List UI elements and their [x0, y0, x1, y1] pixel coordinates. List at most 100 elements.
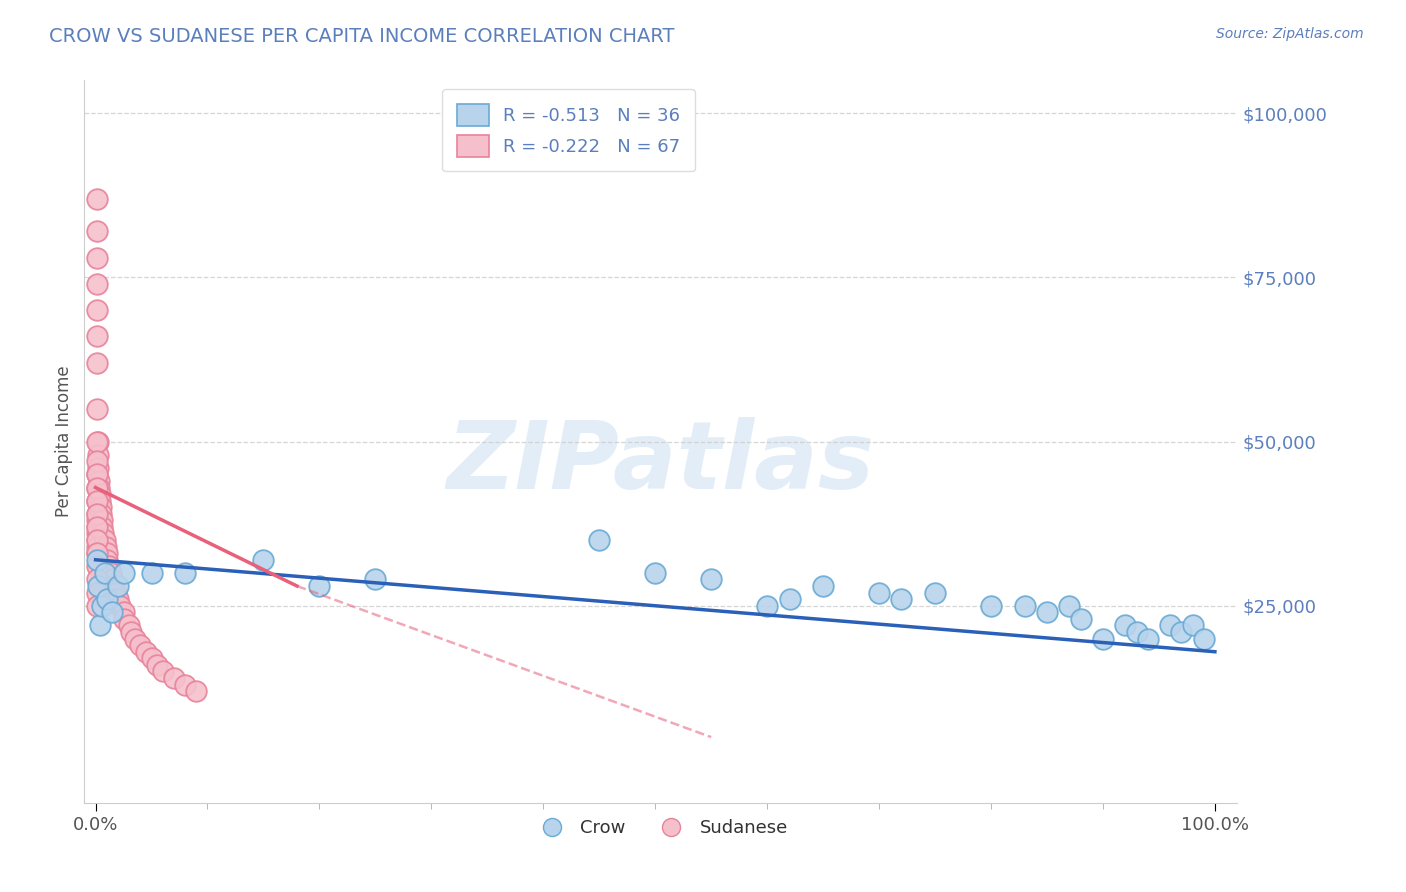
Point — [94, 540, 117, 554]
Point — [86, 553, 108, 567]
Point — [1036, 605, 1059, 619]
Point — [101, 605, 124, 619]
Point — [86, 251, 108, 265]
Point — [87, 434, 110, 449]
Point — [1125, 625, 1147, 640]
Point — [93, 526, 115, 541]
Text: CROW VS SUDANESE PER CAPITA INCOME CORRELATION CHART: CROW VS SUDANESE PER CAPITA INCOME CORRE… — [49, 27, 675, 45]
Point — [364, 573, 387, 587]
Point — [86, 599, 108, 613]
Point — [93, 566, 115, 580]
Point — [1192, 632, 1215, 646]
Point — [91, 513, 114, 527]
Point — [87, 460, 110, 475]
Point — [86, 507, 108, 521]
Point — [120, 625, 142, 640]
Point — [89, 618, 111, 632]
Point — [107, 592, 129, 607]
Point — [1091, 632, 1114, 646]
Point — [87, 448, 110, 462]
Point — [308, 579, 330, 593]
Point — [118, 618, 141, 632]
Point — [779, 592, 801, 607]
Point — [86, 454, 108, 468]
Point — [141, 566, 163, 580]
Point — [588, 533, 610, 547]
Point — [86, 533, 108, 547]
Point — [146, 657, 169, 672]
Point — [98, 559, 121, 574]
Point — [87, 579, 110, 593]
Point — [86, 546, 108, 560]
Point — [135, 645, 157, 659]
Point — [756, 599, 779, 613]
Point — [86, 481, 108, 495]
Point — [86, 533, 108, 547]
Point — [86, 493, 108, 508]
Point — [107, 579, 129, 593]
Point — [112, 566, 135, 580]
Point — [91, 599, 114, 613]
Point — [86, 559, 108, 574]
Point — [89, 487, 111, 501]
Point — [174, 677, 197, 691]
Point — [86, 224, 108, 238]
Point — [86, 401, 108, 416]
Point — [86, 434, 108, 449]
Point — [90, 500, 112, 515]
Point — [96, 592, 118, 607]
Text: ZIPatlas: ZIPatlas — [447, 417, 875, 509]
Point — [86, 277, 108, 291]
Point — [890, 592, 912, 607]
Point — [112, 612, 135, 626]
Point — [87, 474, 110, 488]
Point — [86, 493, 108, 508]
Point — [1181, 618, 1204, 632]
Point — [86, 520, 108, 534]
Point — [980, 599, 1002, 613]
Point — [1070, 612, 1092, 626]
Point — [129, 638, 152, 652]
Point — [1114, 618, 1136, 632]
Text: Source: ZipAtlas.com: Source: ZipAtlas.com — [1216, 27, 1364, 41]
Point — [96, 546, 118, 560]
Point — [1059, 599, 1081, 613]
Point — [103, 579, 125, 593]
Point — [86, 356, 108, 370]
Point — [86, 329, 108, 343]
Point — [644, 566, 666, 580]
Point — [868, 585, 890, 599]
Point — [101, 573, 124, 587]
Legend: Crow, Sudanese: Crow, Sudanese — [526, 812, 796, 845]
Point — [86, 520, 108, 534]
Point — [96, 553, 118, 567]
Point — [811, 579, 834, 593]
Point — [86, 192, 108, 206]
Point — [1014, 599, 1036, 613]
Point — [1170, 625, 1192, 640]
Point — [93, 533, 115, 547]
Point — [86, 526, 108, 541]
Point — [91, 520, 114, 534]
Point — [86, 467, 108, 482]
Point — [104, 585, 127, 599]
Point — [112, 605, 135, 619]
Point — [124, 632, 146, 646]
Y-axis label: Per Capita Income: Per Capita Income — [55, 366, 73, 517]
Point — [108, 599, 131, 613]
Point — [86, 507, 108, 521]
Point — [152, 665, 174, 679]
Point — [86, 546, 108, 560]
Point — [86, 585, 108, 599]
Point — [186, 684, 208, 698]
Point — [163, 671, 186, 685]
Point — [87, 481, 110, 495]
Point — [86, 481, 108, 495]
Point — [100, 566, 122, 580]
Point — [86, 467, 108, 482]
Point — [89, 493, 111, 508]
Point — [174, 566, 197, 580]
Point — [86, 573, 108, 587]
Point — [252, 553, 274, 567]
Point — [700, 573, 723, 587]
